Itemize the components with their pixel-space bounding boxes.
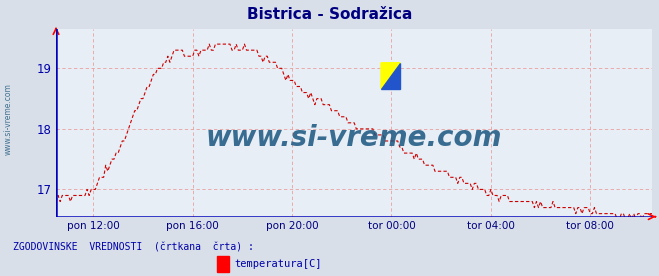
Polygon shape	[381, 63, 400, 89]
Text: ZGODOVINSKE  VREDNOSTI  (črtkana  črta) :: ZGODOVINSKE VREDNOSTI (črtkana črta) :	[13, 242, 254, 252]
Text: www.si-vreme.com: www.si-vreme.com	[206, 124, 502, 152]
Text: www.si-vreme.com: www.si-vreme.com	[3, 83, 13, 155]
Polygon shape	[381, 63, 400, 89]
Text: temperatura[C]: temperatura[C]	[234, 259, 322, 269]
Text: Bistrica - Sodražica: Bistrica - Sodražica	[247, 7, 412, 22]
